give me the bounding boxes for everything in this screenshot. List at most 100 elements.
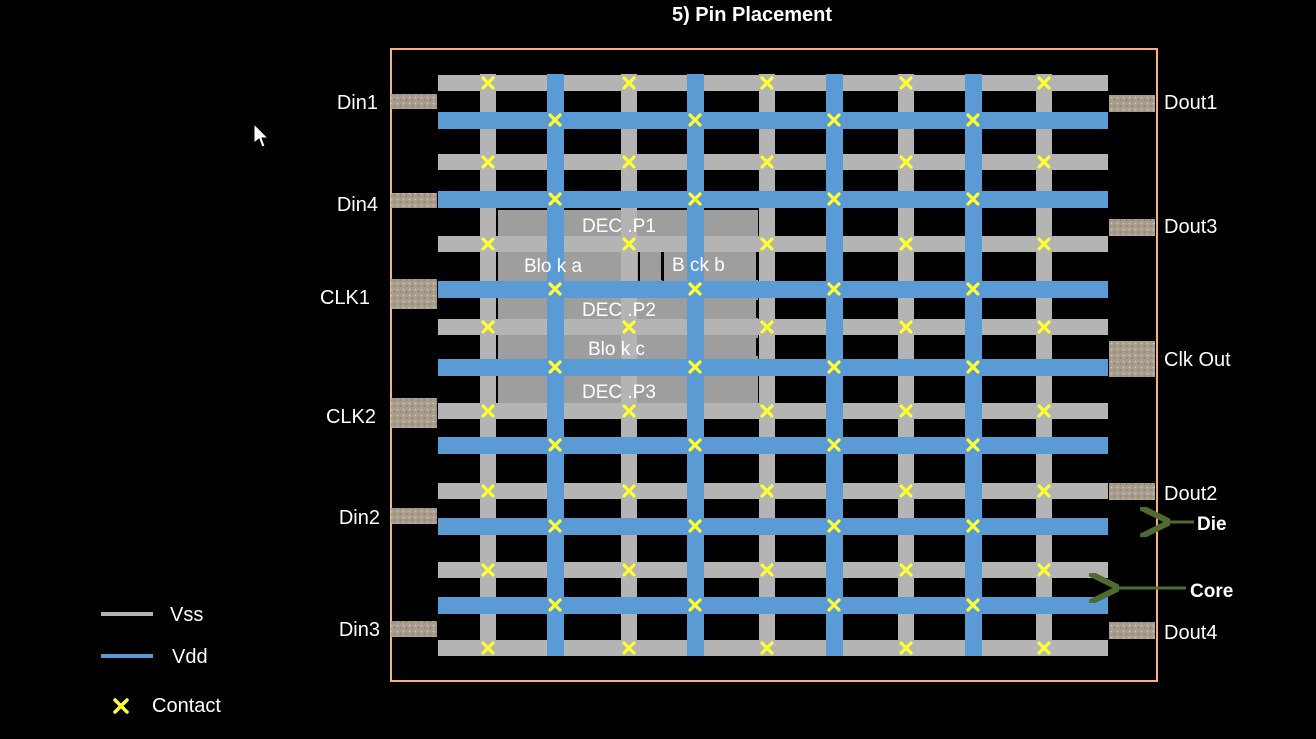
block-label-a: Blo k a — [524, 256, 583, 277]
block-label-b: B ck b — [672, 255, 725, 276]
contact-icon — [622, 76, 636, 90]
contact-icon — [548, 192, 562, 206]
block-b — [664, 250, 758, 282]
block-label-decap1: DEC .P1 — [582, 216, 656, 237]
contact-icon — [1037, 641, 1051, 655]
contact-icon — [688, 360, 702, 374]
pin-clk-out — [1109, 341, 1155, 377]
contact-icon — [548, 519, 562, 533]
contact-icon — [760, 484, 774, 498]
contact-icon — [827, 519, 841, 533]
contact-icon — [622, 320, 636, 334]
block-label-decap2: DEC .P2 — [582, 300, 656, 321]
contact-icon — [688, 519, 702, 533]
contact-icon — [827, 282, 841, 296]
contact-icon — [548, 438, 562, 452]
contact-icon — [688, 438, 702, 452]
legend-vss-label: Vss — [170, 604, 203, 626]
pin-dout3 — [1109, 219, 1155, 236]
contact-icon — [1037, 404, 1051, 418]
pin-clk1 — [391, 279, 437, 309]
contact-icon — [827, 438, 841, 452]
contact-icon — [760, 563, 774, 577]
contact-icon — [966, 438, 980, 452]
annotations: Die Core — [1113, 514, 1233, 602]
contact-icon — [548, 282, 562, 296]
pin-label-din1: Din1 — [337, 92, 378, 114]
contact-icon — [622, 237, 636, 251]
contact-icon — [760, 320, 774, 334]
contact-icon — [899, 484, 913, 498]
contact-icon — [688, 113, 702, 127]
core-label: Core — [1190, 581, 1233, 602]
contact-icon — [760, 76, 774, 90]
contact-icon — [622, 563, 636, 577]
legend-vdd-label: Vdd — [172, 646, 208, 668]
contact-icon — [481, 484, 495, 498]
legend: Vss Vdd Contact — [101, 604, 221, 717]
contact-icon — [481, 76, 495, 90]
contact-icon — [966, 192, 980, 206]
contacts — [481, 76, 1051, 655]
pin-label-din4: Din4 — [337, 194, 378, 216]
pin-label-clk-out: Clk Out — [1164, 349, 1231, 371]
block-label-c: Blo k c — [588, 339, 645, 360]
pin-label-dout2: Dout2 — [1164, 483, 1217, 505]
contact-icon — [966, 282, 980, 296]
pin-din1 — [391, 94, 437, 109]
contact-icon — [760, 237, 774, 251]
pin-label-dout1: Dout1 — [1164, 92, 1217, 114]
contact-icon — [481, 320, 495, 334]
contact-icon — [1037, 155, 1051, 169]
pin-label-din2: Din2 — [339, 507, 380, 529]
page-title: 5) Pin Placement — [671, 4, 833, 26]
contact-icon — [760, 155, 774, 169]
contact-icon — [827, 192, 841, 206]
block-a — [498, 250, 638, 282]
contact-icon — [622, 404, 636, 418]
contact-icon — [966, 113, 980, 127]
contact-icon — [899, 641, 913, 655]
contact-icon — [622, 641, 636, 655]
contact-icon — [966, 598, 980, 612]
contact-icon — [481, 237, 495, 251]
pin-dout1 — [1109, 95, 1155, 112]
pin-clk2 — [391, 398, 437, 428]
contact-icon — [481, 404, 495, 418]
contact-icon — [899, 563, 913, 577]
contact-icon — [760, 641, 774, 655]
contact-icon — [688, 192, 702, 206]
right-pins: Dout1 Dout3 Clk Out Dout2 Dout4 — [1109, 92, 1231, 644]
contact-icon — [481, 155, 495, 169]
vdd-horizontal-stripes — [438, 112, 1108, 614]
contact-icon — [827, 598, 841, 612]
contact-icon — [899, 320, 913, 334]
contact-icon — [827, 113, 841, 127]
contact-icon — [966, 519, 980, 533]
pin-din3 — [391, 621, 437, 637]
block-labels: DEC .P1 Blo k a B ck b DEC .P2 Blo k c D… — [524, 216, 725, 403]
contact-icon — [827, 360, 841, 374]
contact-icon — [899, 237, 913, 251]
contact-icon — [899, 155, 913, 169]
contact-icon — [481, 641, 495, 655]
die-outline — [390, 48, 1158, 682]
contact-icon — [1037, 320, 1051, 334]
contact-icon — [899, 76, 913, 90]
contact-icon — [688, 282, 702, 296]
pin-label-din3: Din3 — [339, 619, 380, 641]
legend-contact-icon — [113, 698, 129, 714]
contact-icon — [622, 155, 636, 169]
pin-label-dout4: Dout4 — [1164, 622, 1217, 644]
contact-icon — [548, 360, 562, 374]
contact-icon — [760, 404, 774, 418]
contact-icon — [622, 484, 636, 498]
contact-icon — [1037, 563, 1051, 577]
legend-contact-label: Contact — [152, 695, 221, 717]
left-pins: Din1 Din4 CLK1 CLK2 Din2 Din3 — [320, 92, 437, 641]
pin-dout2 — [1109, 483, 1155, 500]
pin-label-dout3: Dout3 — [1164, 216, 1217, 238]
pin-din2 — [391, 508, 437, 524]
die-label: Die — [1197, 514, 1227, 535]
